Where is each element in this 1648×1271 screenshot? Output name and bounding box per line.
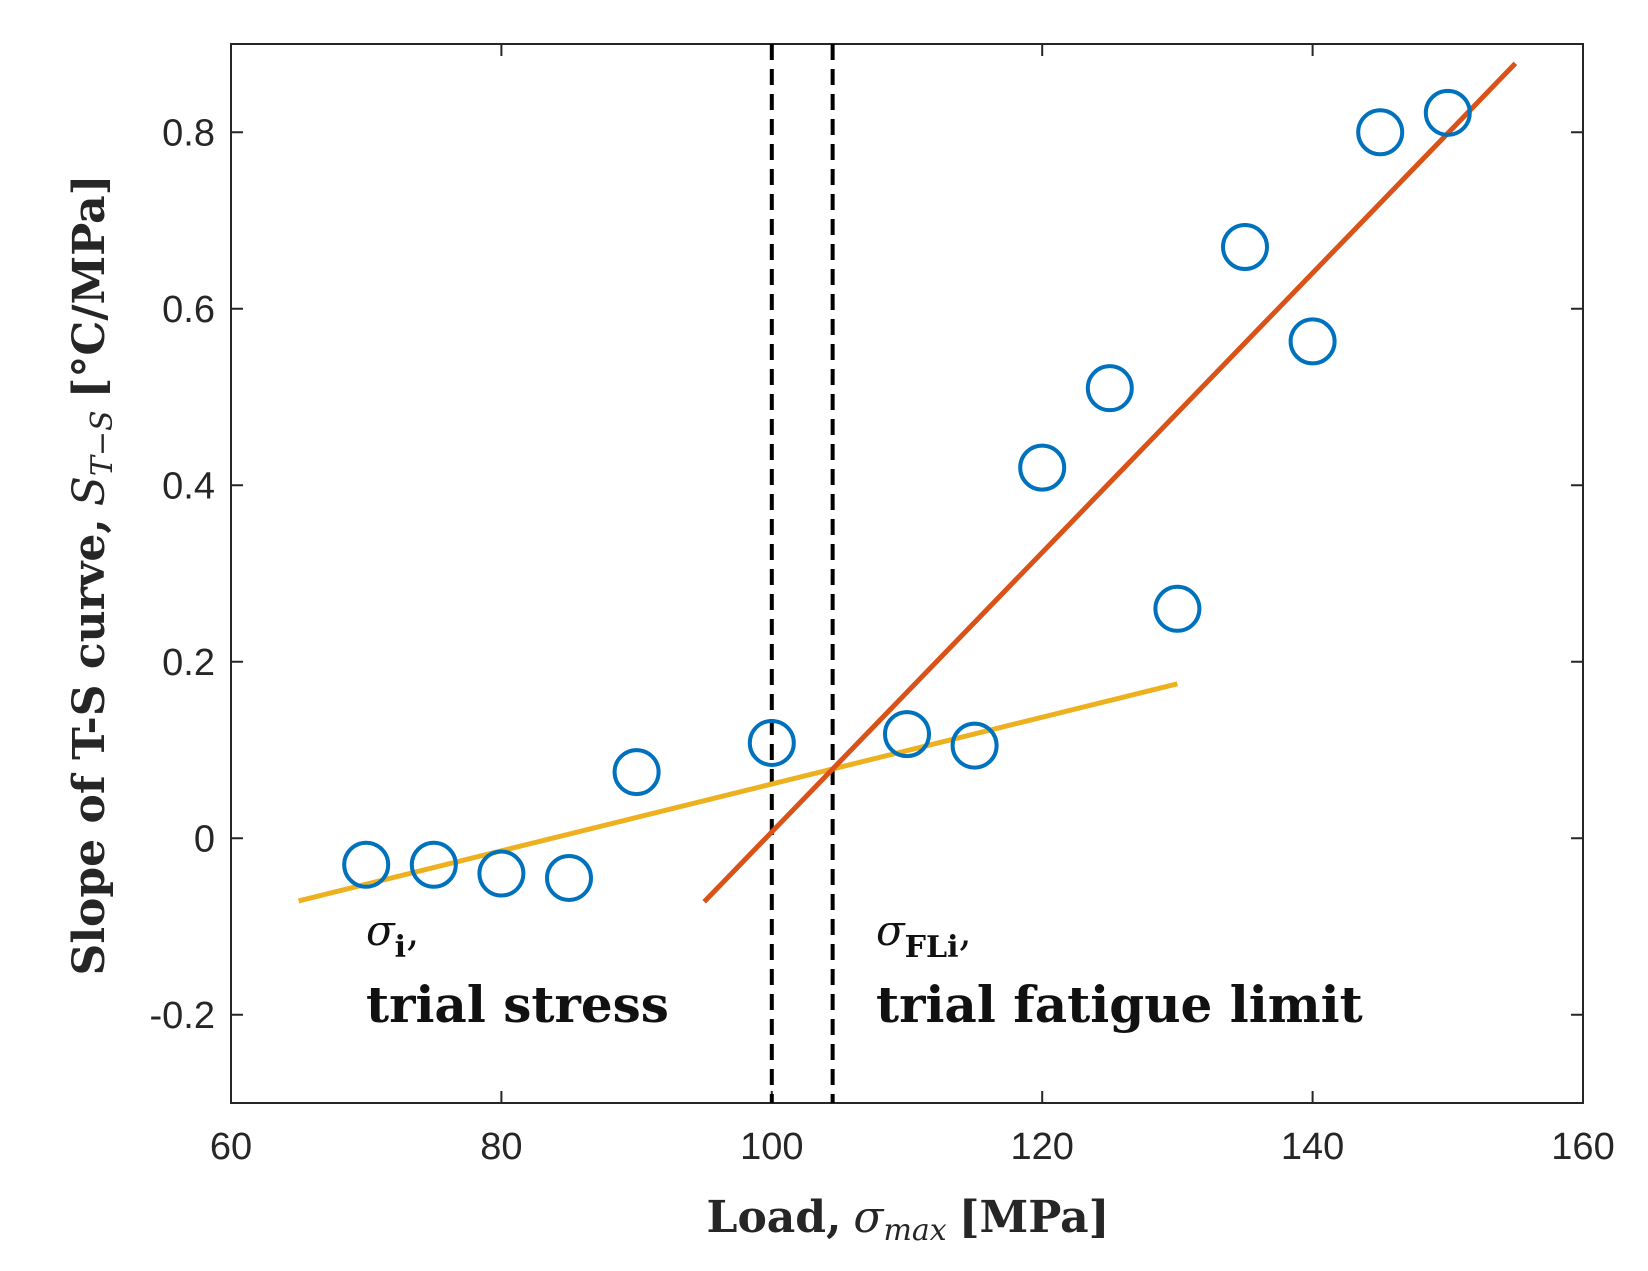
trial-stress-label: trial stress bbox=[366, 975, 669, 1034]
data-point bbox=[883, 710, 931, 759]
y-tick-label: 0.6 bbox=[162, 289, 215, 331]
data-point bbox=[1423, 88, 1472, 137]
x-axis-title: Load, σmax [MPa] bbox=[707, 1192, 1110, 1248]
y-tick-label: 0 bbox=[194, 818, 215, 860]
trial-fatigue-limit-symbol: σFLi, bbox=[876, 906, 972, 965]
y-tick-label: 0.4 bbox=[162, 465, 215, 507]
plot-layer bbox=[298, 44, 1518, 1103]
y-tick-label: 0.8 bbox=[162, 112, 215, 154]
x-tick-label: 140 bbox=[1281, 1126, 1344, 1168]
x-tick-label: 160 bbox=[1551, 1126, 1614, 1168]
data-point bbox=[950, 721, 999, 770]
trial-stress-symbol: σi, bbox=[366, 906, 419, 965]
data-point bbox=[1356, 108, 1405, 157]
data-point bbox=[477, 849, 526, 898]
x-tick-label: 100 bbox=[740, 1126, 803, 1168]
data-point bbox=[545, 853, 593, 902]
y-tick-label: -0.2 bbox=[150, 995, 215, 1037]
data-point bbox=[1221, 222, 1269, 271]
data-point bbox=[1085, 364, 1134, 413]
axes-layer bbox=[230, 43, 1584, 1104]
tick-labels-layer: 60 80 100 120 140 160 -0.2 0 0.2 0.4 0.6 0.8 bbox=[150, 112, 1615, 1168]
data-point bbox=[409, 840, 458, 889]
y-tick-label: 0.2 bbox=[162, 642, 215, 684]
data-point bbox=[612, 748, 661, 797]
x-tick-label: 60 bbox=[210, 1126, 252, 1168]
low-load-fit-line bbox=[298, 681, 1178, 904]
data-point bbox=[1153, 584, 1202, 633]
data-point bbox=[1018, 443, 1067, 492]
trial-fatigue-limit-label: trial fatigue limit bbox=[876, 975, 1363, 1034]
x-tick-label: 120 bbox=[1010, 1126, 1073, 1168]
y-axis-title: Slope of T-S curve,ST−S[°C/MPa] bbox=[64, 175, 120, 976]
data-point bbox=[1288, 317, 1337, 366]
x-tick-label: 80 bbox=[480, 1126, 522, 1168]
high-load-fit-line bbox=[702, 61, 1518, 904]
data-point bbox=[342, 840, 391, 889]
plot-frame bbox=[230, 43, 1584, 1104]
data-point bbox=[747, 718, 796, 767]
